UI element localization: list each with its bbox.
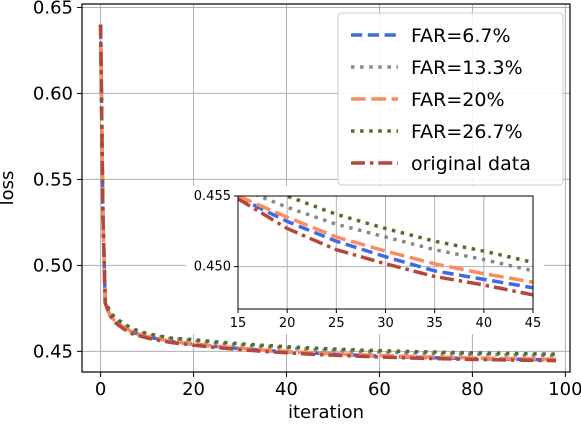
inset-series-line (238, 196, 533, 290)
y-tick-label: 0.45 (33, 341, 73, 362)
inset-y-tick-label: 0.455 (194, 189, 231, 204)
y-tick-label: 0.55 (33, 169, 73, 190)
x-tick-label: 60 (368, 379, 391, 400)
inset-y-tick-label: 0.450 (194, 260, 231, 275)
y-tick-label: 0.50 (33, 255, 73, 276)
inset-series-line (238, 197, 533, 297)
inset-series-group (238, 196, 533, 297)
series-line (98, 24, 557, 358)
inset-series-line (282, 196, 533, 265)
inset-x-tick-label: 20 (279, 316, 296, 331)
x-tick-label: 0 (95, 379, 106, 400)
y-axis-label: loss (0, 171, 18, 206)
inset-x-tick-label: 45 (525, 316, 542, 331)
inset-chart: 15 20 25 30 35 40 45 0.450 0.455 (186, 186, 544, 334)
legend-label: FAR=13.3% (411, 57, 523, 79)
x-tick-label: 100 (548, 379, 581, 400)
legend-label: FAR=20% (411, 89, 505, 111)
y-tick-label: 0.60 (33, 83, 73, 104)
legend: FAR=6.7% FAR=13.3% FAR=20% FAR=26.7% origina… (337, 12, 564, 186)
x-tick-label: 80 (461, 379, 484, 400)
inset-x-tick-label: 40 (476, 316, 493, 331)
inset-series-line (254, 196, 533, 273)
x-tick-label: 20 (182, 379, 205, 400)
y-tick-label: 0.65 (33, 0, 73, 18)
legend-label: original data (411, 153, 531, 175)
main-series-group (98, 24, 557, 363)
inset-series-line (238, 196, 533, 284)
series-line (98, 24, 557, 363)
inset-x-tick-label: 25 (328, 316, 345, 331)
inset-x-tick-label: 15 (230, 316, 247, 331)
x-tick-label: 40 (275, 379, 298, 400)
main-plot-frame (81, 3, 571, 373)
inset-background (186, 186, 544, 334)
legend-label: FAR=26.7% (411, 121, 523, 143)
x-axis-label: iteration (288, 402, 364, 423)
inset-x-tick-label: 30 (377, 316, 394, 331)
legend-label: FAR=6.7% (411, 25, 511, 47)
inset-x-tick-label: 35 (426, 316, 443, 331)
legend-box (337, 12, 564, 186)
